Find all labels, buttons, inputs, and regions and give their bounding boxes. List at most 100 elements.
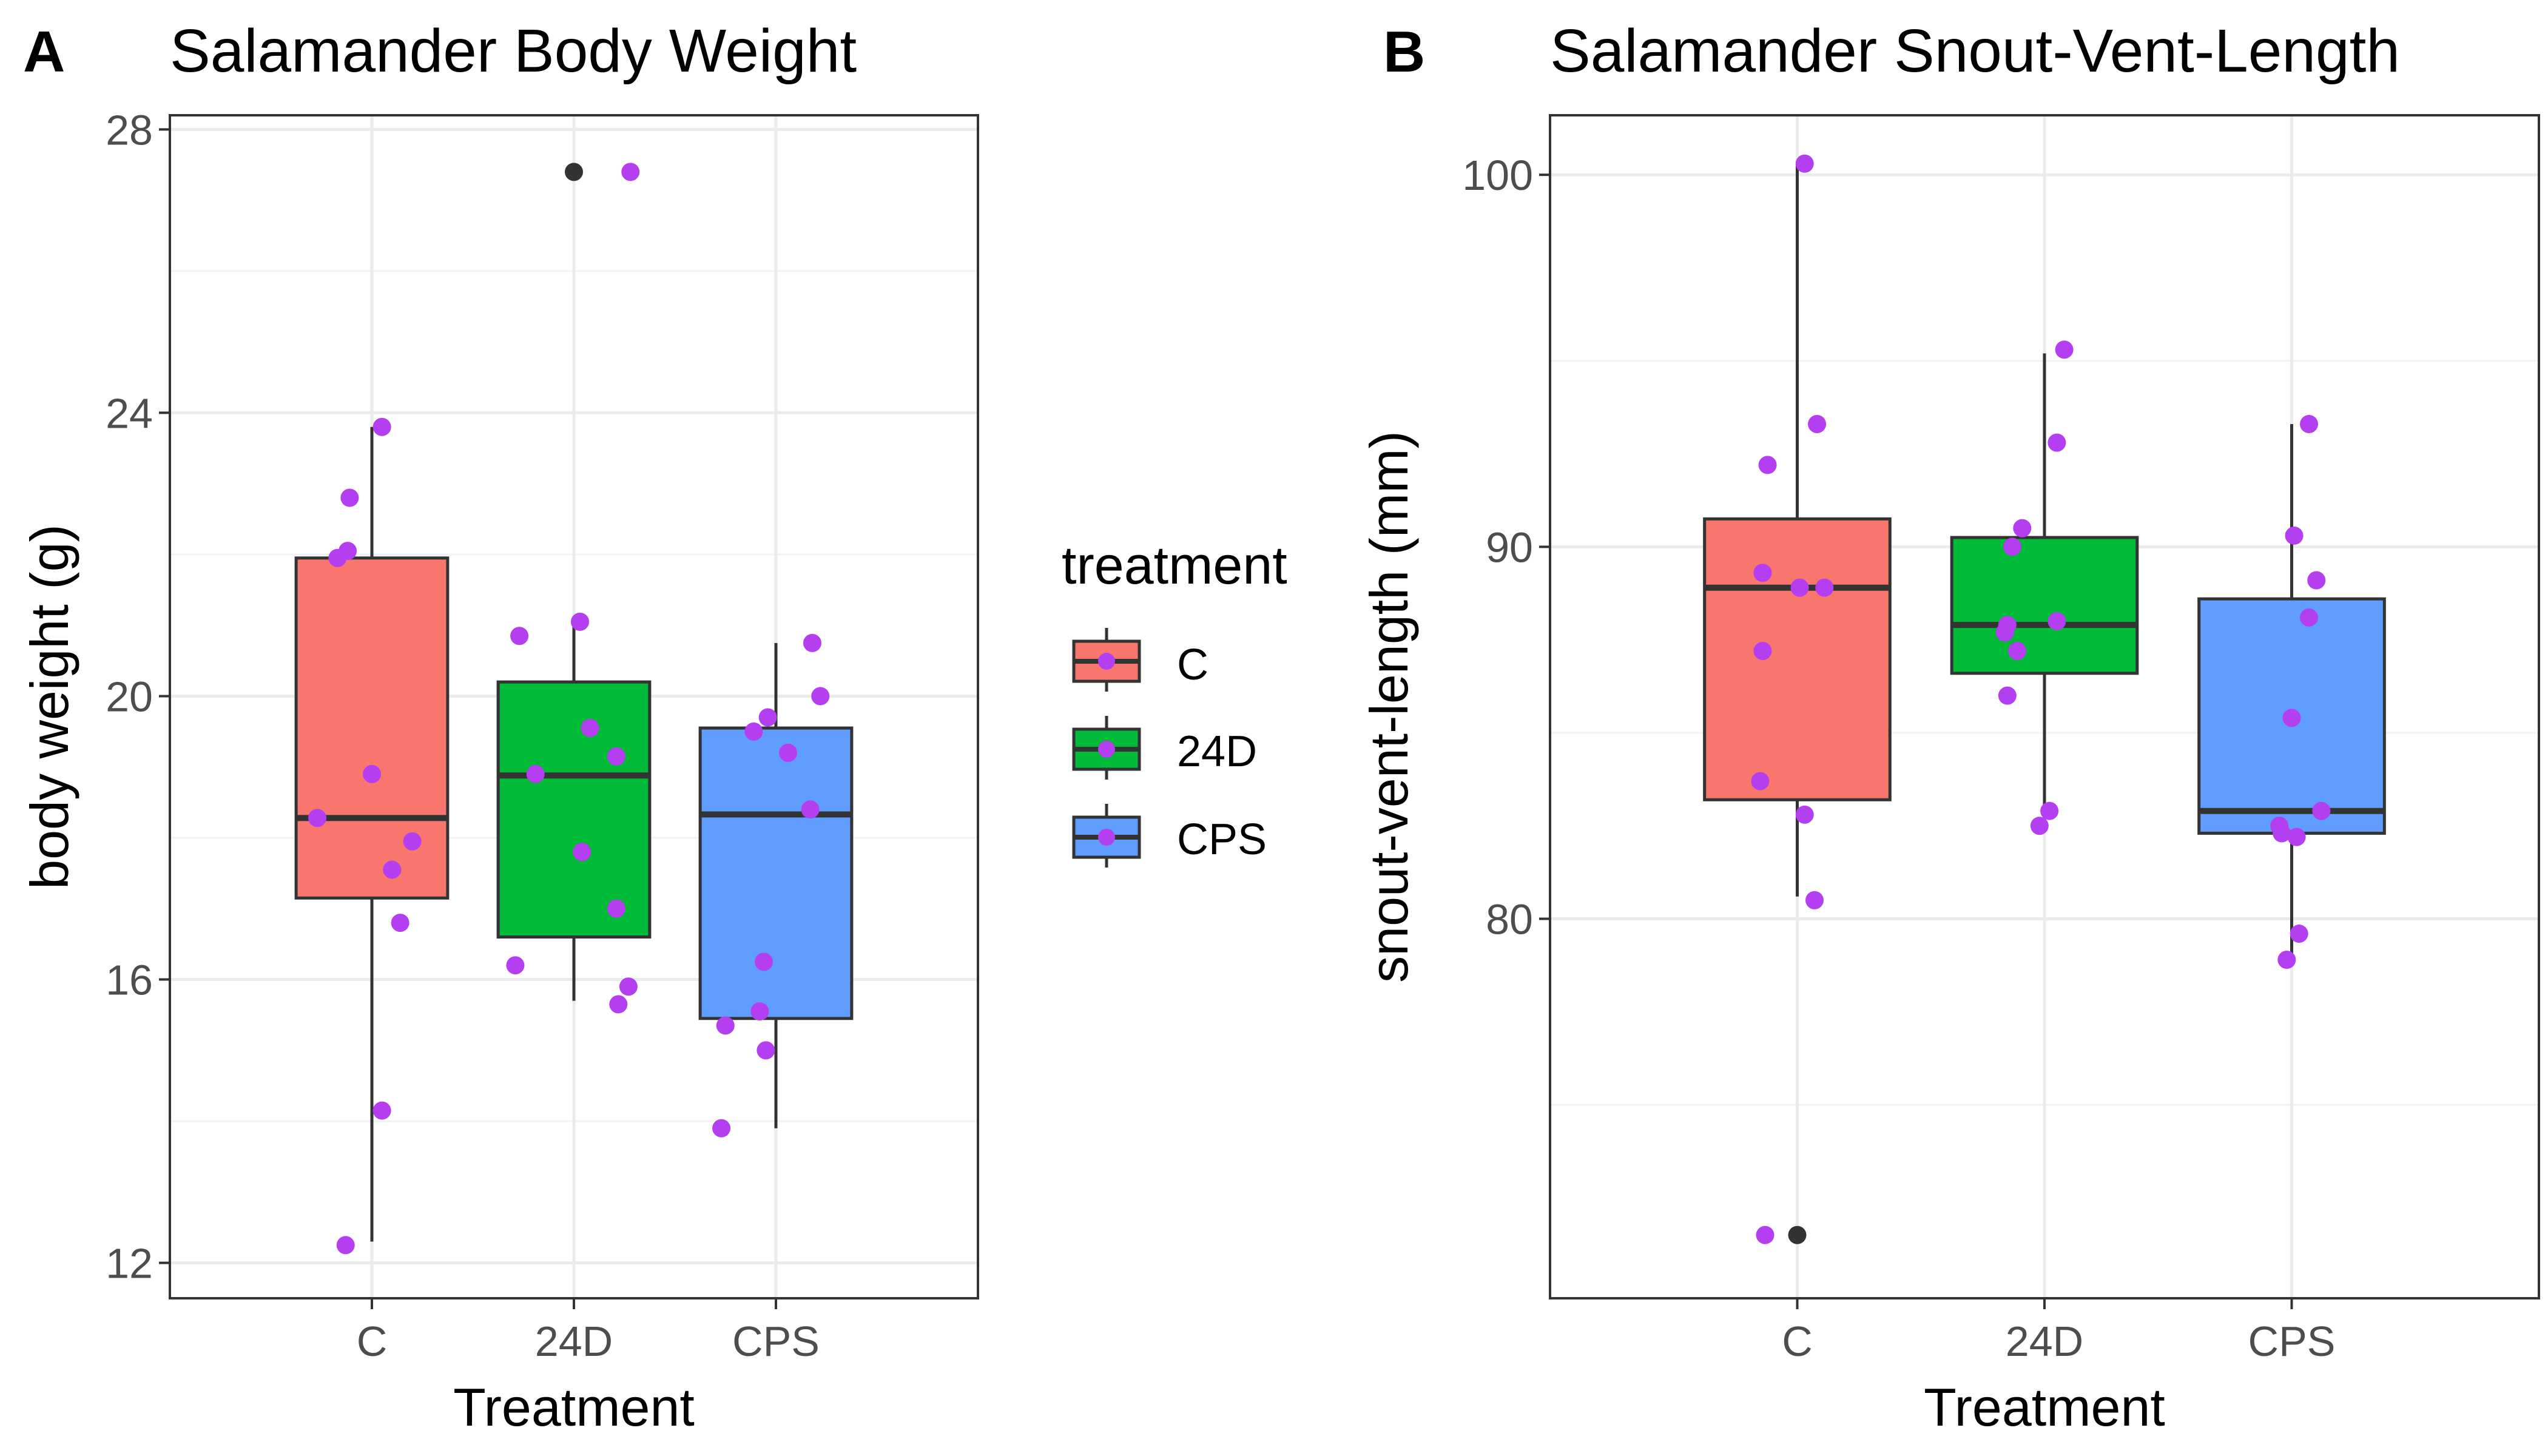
legend-key-c: C: [1072, 628, 1208, 692]
panel-b-title: Salamander Snout-Vent-Length: [1550, 17, 2400, 85]
panel-a-point-cps: [778, 743, 797, 762]
panel-b-y-tick-label: 80: [1486, 896, 1533, 943]
panel-a-point-cps: [716, 1016, 735, 1035]
panel-a-y-tick-label: 24: [106, 389, 153, 437]
panel-b-point-cps: [2273, 824, 2291, 843]
panel-b-point-24d: [1995, 623, 2014, 642]
legend-key-cps: CPS: [1072, 804, 1267, 868]
panel-b-y-tick-label: 100: [1462, 152, 1533, 199]
panel-b-x-tick-label: CPS: [2248, 1318, 2336, 1365]
panel-b-point-24d: [2055, 340, 2074, 359]
panel-b-point-c: [1756, 1225, 1774, 1244]
panel-b-point-cps: [2300, 608, 2319, 627]
panel-a-point-cps: [755, 952, 774, 971]
panel-a-point-c: [372, 417, 391, 436]
panel-b-point-cps: [2282, 709, 2301, 727]
panel-a-tag: A: [23, 19, 65, 84]
panel-b-tag: B: [1383, 19, 1425, 84]
panel-a-point-c: [403, 832, 422, 851]
panel-a-outlier-24d: [565, 163, 583, 181]
panel-a-box-24d: [496, 680, 652, 939]
panel-a-point-cps: [758, 708, 777, 727]
panel-b-point-cps: [2290, 925, 2308, 943]
panel-b-point-cps: [2287, 827, 2306, 846]
panel-a-boxes: [294, 163, 854, 1242]
panel-b-point-24d: [2003, 538, 2022, 556]
panel-a-point-c: [339, 542, 357, 561]
panel-a-point-c: [340, 488, 359, 507]
panel-a-point-c: [308, 809, 327, 827]
panel-b-point-c: [1758, 456, 1777, 474]
panel-a-y-tick-label: 28: [106, 106, 153, 153]
panel-a-point-24d: [510, 627, 529, 645]
panel-a-y-axis-title: body weight (g): [19, 524, 79, 889]
panel-a-point-cps: [744, 722, 763, 741]
panel-a-point-cps: [712, 1119, 731, 1138]
panel-b-point-c: [1790, 578, 1809, 597]
panel-b-point-24d: [2013, 519, 2032, 538]
panel-a-x-tick-label: C: [357, 1318, 388, 1365]
panel-b-point-24d: [2030, 817, 2049, 835]
legend-key-24d: 24D: [1072, 716, 1257, 780]
panel-a-point-c: [363, 764, 381, 783]
panel-b-point-24d: [2008, 642, 2027, 661]
panel-b-point-c: [1795, 154, 1814, 173]
panel-b-point-c: [1753, 564, 1772, 582]
panel-a-point-24d: [573, 843, 592, 861]
panel-a-box-c: [294, 556, 450, 900]
panel-a-y-axis: 12 16 20 24 28: [106, 106, 170, 1287]
panel-b-box-c: [1703, 517, 1892, 801]
panel-a: A Salamander Body Weight 12 16 20 24 28 C 24D…: [19, 17, 979, 1437]
panel-a-point-24d: [506, 956, 525, 975]
panel-b: B Salamander Snout-Vent-Length 80 90 100 C…: [1359, 17, 2540, 1437]
panel-a-x-tick-label: 24D: [535, 1318, 613, 1365]
panel-b-x-axis-title: Treatment: [1924, 1377, 2165, 1437]
panel-a-point-c: [391, 914, 410, 932]
panel-a-y-tick-label: 12: [106, 1240, 153, 1287]
panel-a-point-cps: [757, 1041, 775, 1060]
legend: treatment C 24D CPS: [1062, 535, 1287, 868]
panel-a-point-24d: [607, 899, 625, 918]
panel-a-box-cps: [698, 726, 854, 1020]
panel-a-point-c: [383, 860, 402, 879]
panel-a-point-24d: [619, 977, 638, 996]
panel-b-point-cps: [2312, 801, 2331, 820]
panel-b-point-cps: [2300, 414, 2319, 433]
panel-b-box-24d: [1950, 536, 2139, 675]
legend-label-c: C: [1177, 641, 1208, 689]
panel-b-x-tick-label: C: [1782, 1318, 1813, 1365]
panel-b-point-c: [1808, 414, 1827, 433]
panel-a-x-tick-label: CPS: [732, 1318, 820, 1365]
panel-b-point-c: [1805, 891, 1824, 909]
panel-b-x-tick-label: 24D: [2006, 1318, 2083, 1365]
panel-b-x-axis: C 24D CPS: [1782, 1298, 2335, 1365]
panel-a-x-axis-title: Treatment: [453, 1377, 695, 1437]
panel-a-point-cps: [750, 1002, 769, 1021]
panel-b-point-24d: [2040, 801, 2059, 820]
panel-b-point-c: [1795, 805, 1814, 824]
panel-b-point-c: [1753, 642, 1772, 661]
panel-a-point-cps: [811, 687, 830, 706]
panel-b-point-24d: [2048, 612, 2066, 630]
legend-key-cps-point: [1098, 829, 1115, 846]
panel-a-y-tick-label: 16: [106, 957, 153, 1004]
panel-a-point-24d: [607, 747, 625, 766]
panel-b-point-cps: [2307, 571, 2326, 590]
panel-a-point-24d: [526, 764, 545, 783]
panel-b-point-24d: [1998, 686, 2017, 705]
panel-a-point-24d: [570, 612, 589, 631]
panel-a-point-24d: [581, 719, 599, 738]
panel-b-point-cps: [2277, 950, 2296, 969]
panel-b-point-24d: [2048, 433, 2066, 452]
panel-b-point-c: [1815, 578, 1834, 597]
panel-a-title: Salamander Body Weight: [170, 17, 857, 85]
panel-a-y-tick-label: 20: [106, 673, 153, 720]
panel-b-point-cps: [2285, 526, 2304, 545]
panel-a-point-c: [336, 1236, 355, 1255]
panel-a-point-cps: [801, 800, 820, 819]
legend-key-24d-point: [1098, 741, 1115, 758]
legend-label-cps: CPS: [1177, 815, 1267, 864]
panel-b-y-axis-title: snout-vent-length (mm): [1359, 431, 1419, 983]
panel-a-point-cps: [803, 633, 821, 652]
